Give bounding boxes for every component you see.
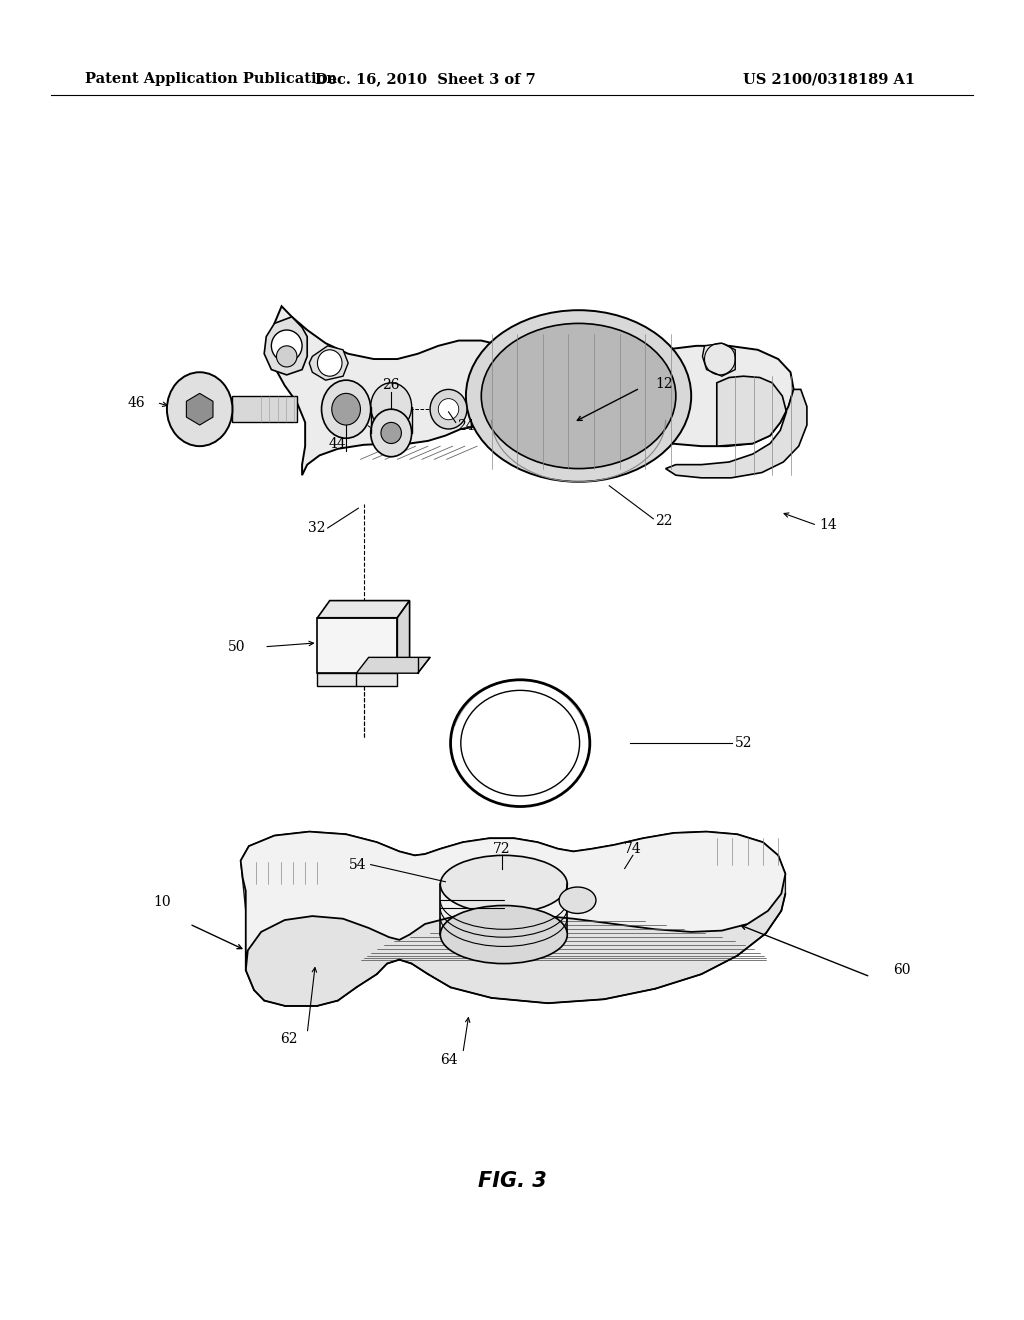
Text: 60: 60 xyxy=(893,964,910,977)
Ellipse shape xyxy=(371,383,412,430)
Text: FIG. 3: FIG. 3 xyxy=(477,1171,547,1192)
Text: 12: 12 xyxy=(655,378,673,391)
Ellipse shape xyxy=(461,690,580,796)
Ellipse shape xyxy=(371,409,412,457)
Polygon shape xyxy=(186,393,213,425)
Ellipse shape xyxy=(332,393,360,425)
Polygon shape xyxy=(666,376,807,478)
Ellipse shape xyxy=(440,855,567,913)
Polygon shape xyxy=(264,317,307,375)
Text: US 2100/0318189 A1: US 2100/0318189 A1 xyxy=(743,73,915,86)
Text: Dec. 16, 2010  Sheet 3 of 7: Dec. 16, 2010 Sheet 3 of 7 xyxy=(314,73,536,86)
Ellipse shape xyxy=(430,389,467,429)
Text: 32: 32 xyxy=(308,521,326,535)
Text: 72: 72 xyxy=(493,842,511,855)
Text: 52: 52 xyxy=(735,737,753,750)
Polygon shape xyxy=(241,832,785,1006)
Text: 50: 50 xyxy=(228,640,246,653)
Polygon shape xyxy=(317,601,410,618)
Ellipse shape xyxy=(167,372,232,446)
Ellipse shape xyxy=(322,380,371,438)
Text: 54: 54 xyxy=(349,858,367,871)
Polygon shape xyxy=(271,306,794,475)
Polygon shape xyxy=(356,657,430,673)
Ellipse shape xyxy=(481,323,676,469)
Text: 24: 24 xyxy=(457,420,475,433)
Ellipse shape xyxy=(317,350,342,376)
Polygon shape xyxy=(241,832,785,970)
Polygon shape xyxy=(232,396,297,422)
Text: 64: 64 xyxy=(439,1053,458,1067)
Text: 62: 62 xyxy=(280,1032,298,1045)
Ellipse shape xyxy=(440,906,567,964)
Text: 10: 10 xyxy=(153,895,171,908)
Ellipse shape xyxy=(559,887,596,913)
Text: 44: 44 xyxy=(329,437,347,450)
Text: 74: 74 xyxy=(624,842,642,855)
Polygon shape xyxy=(317,618,397,673)
Ellipse shape xyxy=(438,399,459,420)
Text: 26: 26 xyxy=(382,379,400,392)
Ellipse shape xyxy=(271,330,302,362)
Ellipse shape xyxy=(276,346,297,367)
Ellipse shape xyxy=(381,422,401,444)
Polygon shape xyxy=(317,673,397,686)
Polygon shape xyxy=(309,346,348,380)
Polygon shape xyxy=(702,343,735,376)
Text: 46: 46 xyxy=(128,396,145,409)
Polygon shape xyxy=(397,601,410,673)
Text: Patent Application Publication: Patent Application Publication xyxy=(85,73,337,86)
Ellipse shape xyxy=(466,310,691,482)
Text: 14: 14 xyxy=(819,519,837,532)
Text: 22: 22 xyxy=(655,515,673,528)
